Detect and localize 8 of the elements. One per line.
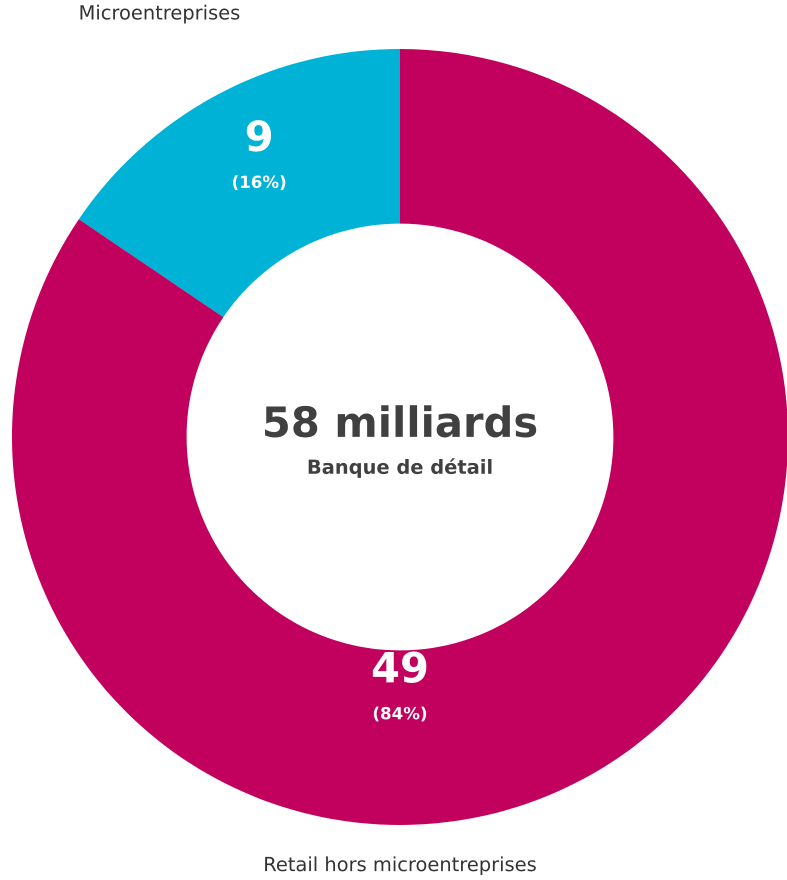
slice-label: Retail hors microentreprises: [265, 856, 536, 876]
donut-slice: [12, 49, 787, 825]
donut-slice: [78, 49, 400, 318]
text: 58 milliards: [265, 405, 536, 438]
data-label: 9 (16%): [233, 120, 286, 190]
text: Banque de détail: [308, 458, 492, 478]
data-label: 49 (84%): [372, 651, 426, 722]
slice-label: Microentreprises: [80, 4, 240, 24]
